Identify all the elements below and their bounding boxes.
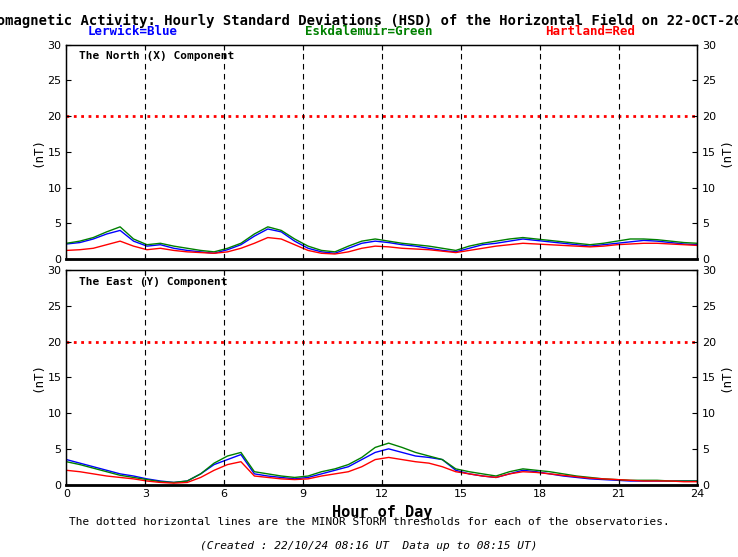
Y-axis label: (nT): (nT) — [719, 363, 732, 392]
Text: (Created : 22/10/24 08:16 UT  Data up to 08:15 UT): (Created : 22/10/24 08:16 UT Data up to … — [200, 541, 538, 551]
X-axis label: Hour of Day: Hour of Day — [331, 505, 432, 520]
Text: The dotted horizontal lines are the MINOR STORM thresholds for each of the obser: The dotted horizontal lines are the MINO… — [69, 517, 669, 527]
Text: The East (Y) Component: The East (Y) Component — [79, 277, 227, 287]
Text: The North (X) Component: The North (X) Component — [79, 51, 234, 61]
Y-axis label: (nT): (nT) — [32, 363, 45, 392]
Text: Geomagnetic Activity: Hourly Standard Deviations (HSD) of the Horizontal Field o: Geomagnetic Activity: Hourly Standard De… — [0, 14, 738, 28]
Y-axis label: (nT): (nT) — [719, 137, 732, 167]
Text: Lerwick=Blue: Lerwick=Blue — [88, 25, 178, 38]
Y-axis label: (nT): (nT) — [32, 137, 45, 167]
Text: Eskdalemuir=Green: Eskdalemuir=Green — [306, 25, 432, 38]
Text: Hartland=Red: Hartland=Red — [545, 25, 635, 38]
